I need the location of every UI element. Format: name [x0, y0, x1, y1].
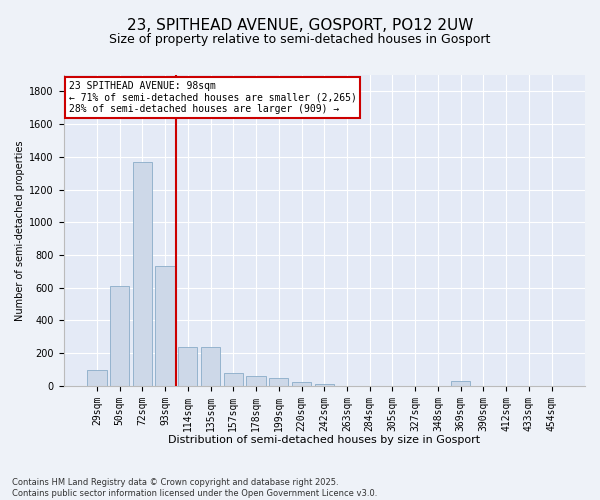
Text: 23, SPITHEAD AVENUE, GOSPORT, PO12 2UW: 23, SPITHEAD AVENUE, GOSPORT, PO12 2UW — [127, 18, 473, 32]
Text: Size of property relative to semi-detached houses in Gosport: Size of property relative to semi-detach… — [109, 32, 491, 46]
Bar — [133, 162, 152, 386]
Text: Contains HM Land Registry data © Crown copyright and database right 2025.
Contai: Contains HM Land Registry data © Crown c… — [12, 478, 377, 498]
Bar — [110, 286, 129, 386]
Bar — [224, 373, 243, 386]
Bar — [155, 266, 175, 386]
Bar — [247, 376, 266, 386]
Bar — [314, 384, 334, 386]
Y-axis label: Number of semi-detached properties: Number of semi-detached properties — [15, 140, 25, 320]
Bar — [178, 348, 197, 386]
Text: 23 SPITHEAD AVENUE: 98sqm
← 71% of semi-detached houses are smaller (2,265)
28% : 23 SPITHEAD AVENUE: 98sqm ← 71% of semi-… — [69, 81, 356, 114]
X-axis label: Distribution of semi-detached houses by size in Gosport: Distribution of semi-detached houses by … — [168, 435, 481, 445]
Bar — [269, 378, 289, 386]
Bar — [87, 370, 107, 386]
Bar — [292, 382, 311, 386]
Bar — [451, 381, 470, 386]
Bar — [201, 348, 220, 386]
